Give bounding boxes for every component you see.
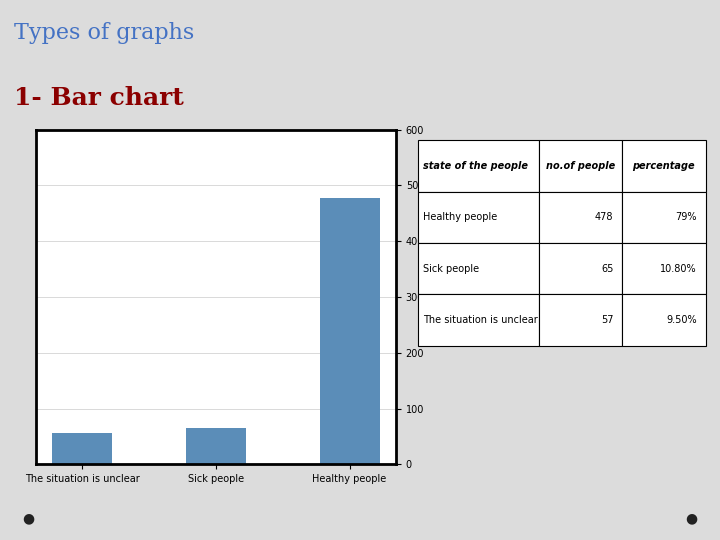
Bar [539,294,622,346]
Bar [539,192,622,243]
Text: no.of people: no.of people [546,161,615,171]
Text: 79%: 79% [675,212,697,222]
Text: Sick people: Sick people [423,264,480,274]
Text: ●: ● [23,511,35,525]
Text: The situation is unclear: The situation is unclear [423,315,538,325]
Text: 478: 478 [595,212,613,222]
Text: 9.50%: 9.50% [666,315,697,325]
Bar [186,428,246,464]
Bar [320,198,379,464]
Bar [418,140,539,192]
Text: 10.80%: 10.80% [660,264,697,274]
Text: 1- Bar chart: 1- Bar chart [14,86,184,110]
Text: Types of graphs: Types of graphs [14,22,194,44]
Bar [539,243,622,294]
Text: 57: 57 [601,315,613,325]
Text: ●: ● [685,511,697,525]
Bar [418,243,539,294]
Bar [418,192,539,243]
Text: state of the people: state of the people [423,161,528,171]
Bar [539,140,622,192]
Bar [622,294,706,346]
Bar [622,140,706,192]
Bar [622,243,706,294]
Text: percentage: percentage [633,161,695,171]
Text: 65: 65 [601,264,613,274]
Bar [418,294,539,346]
Bar [622,192,706,243]
Bar [53,433,112,464]
Text: Healthy people: Healthy people [423,212,498,222]
